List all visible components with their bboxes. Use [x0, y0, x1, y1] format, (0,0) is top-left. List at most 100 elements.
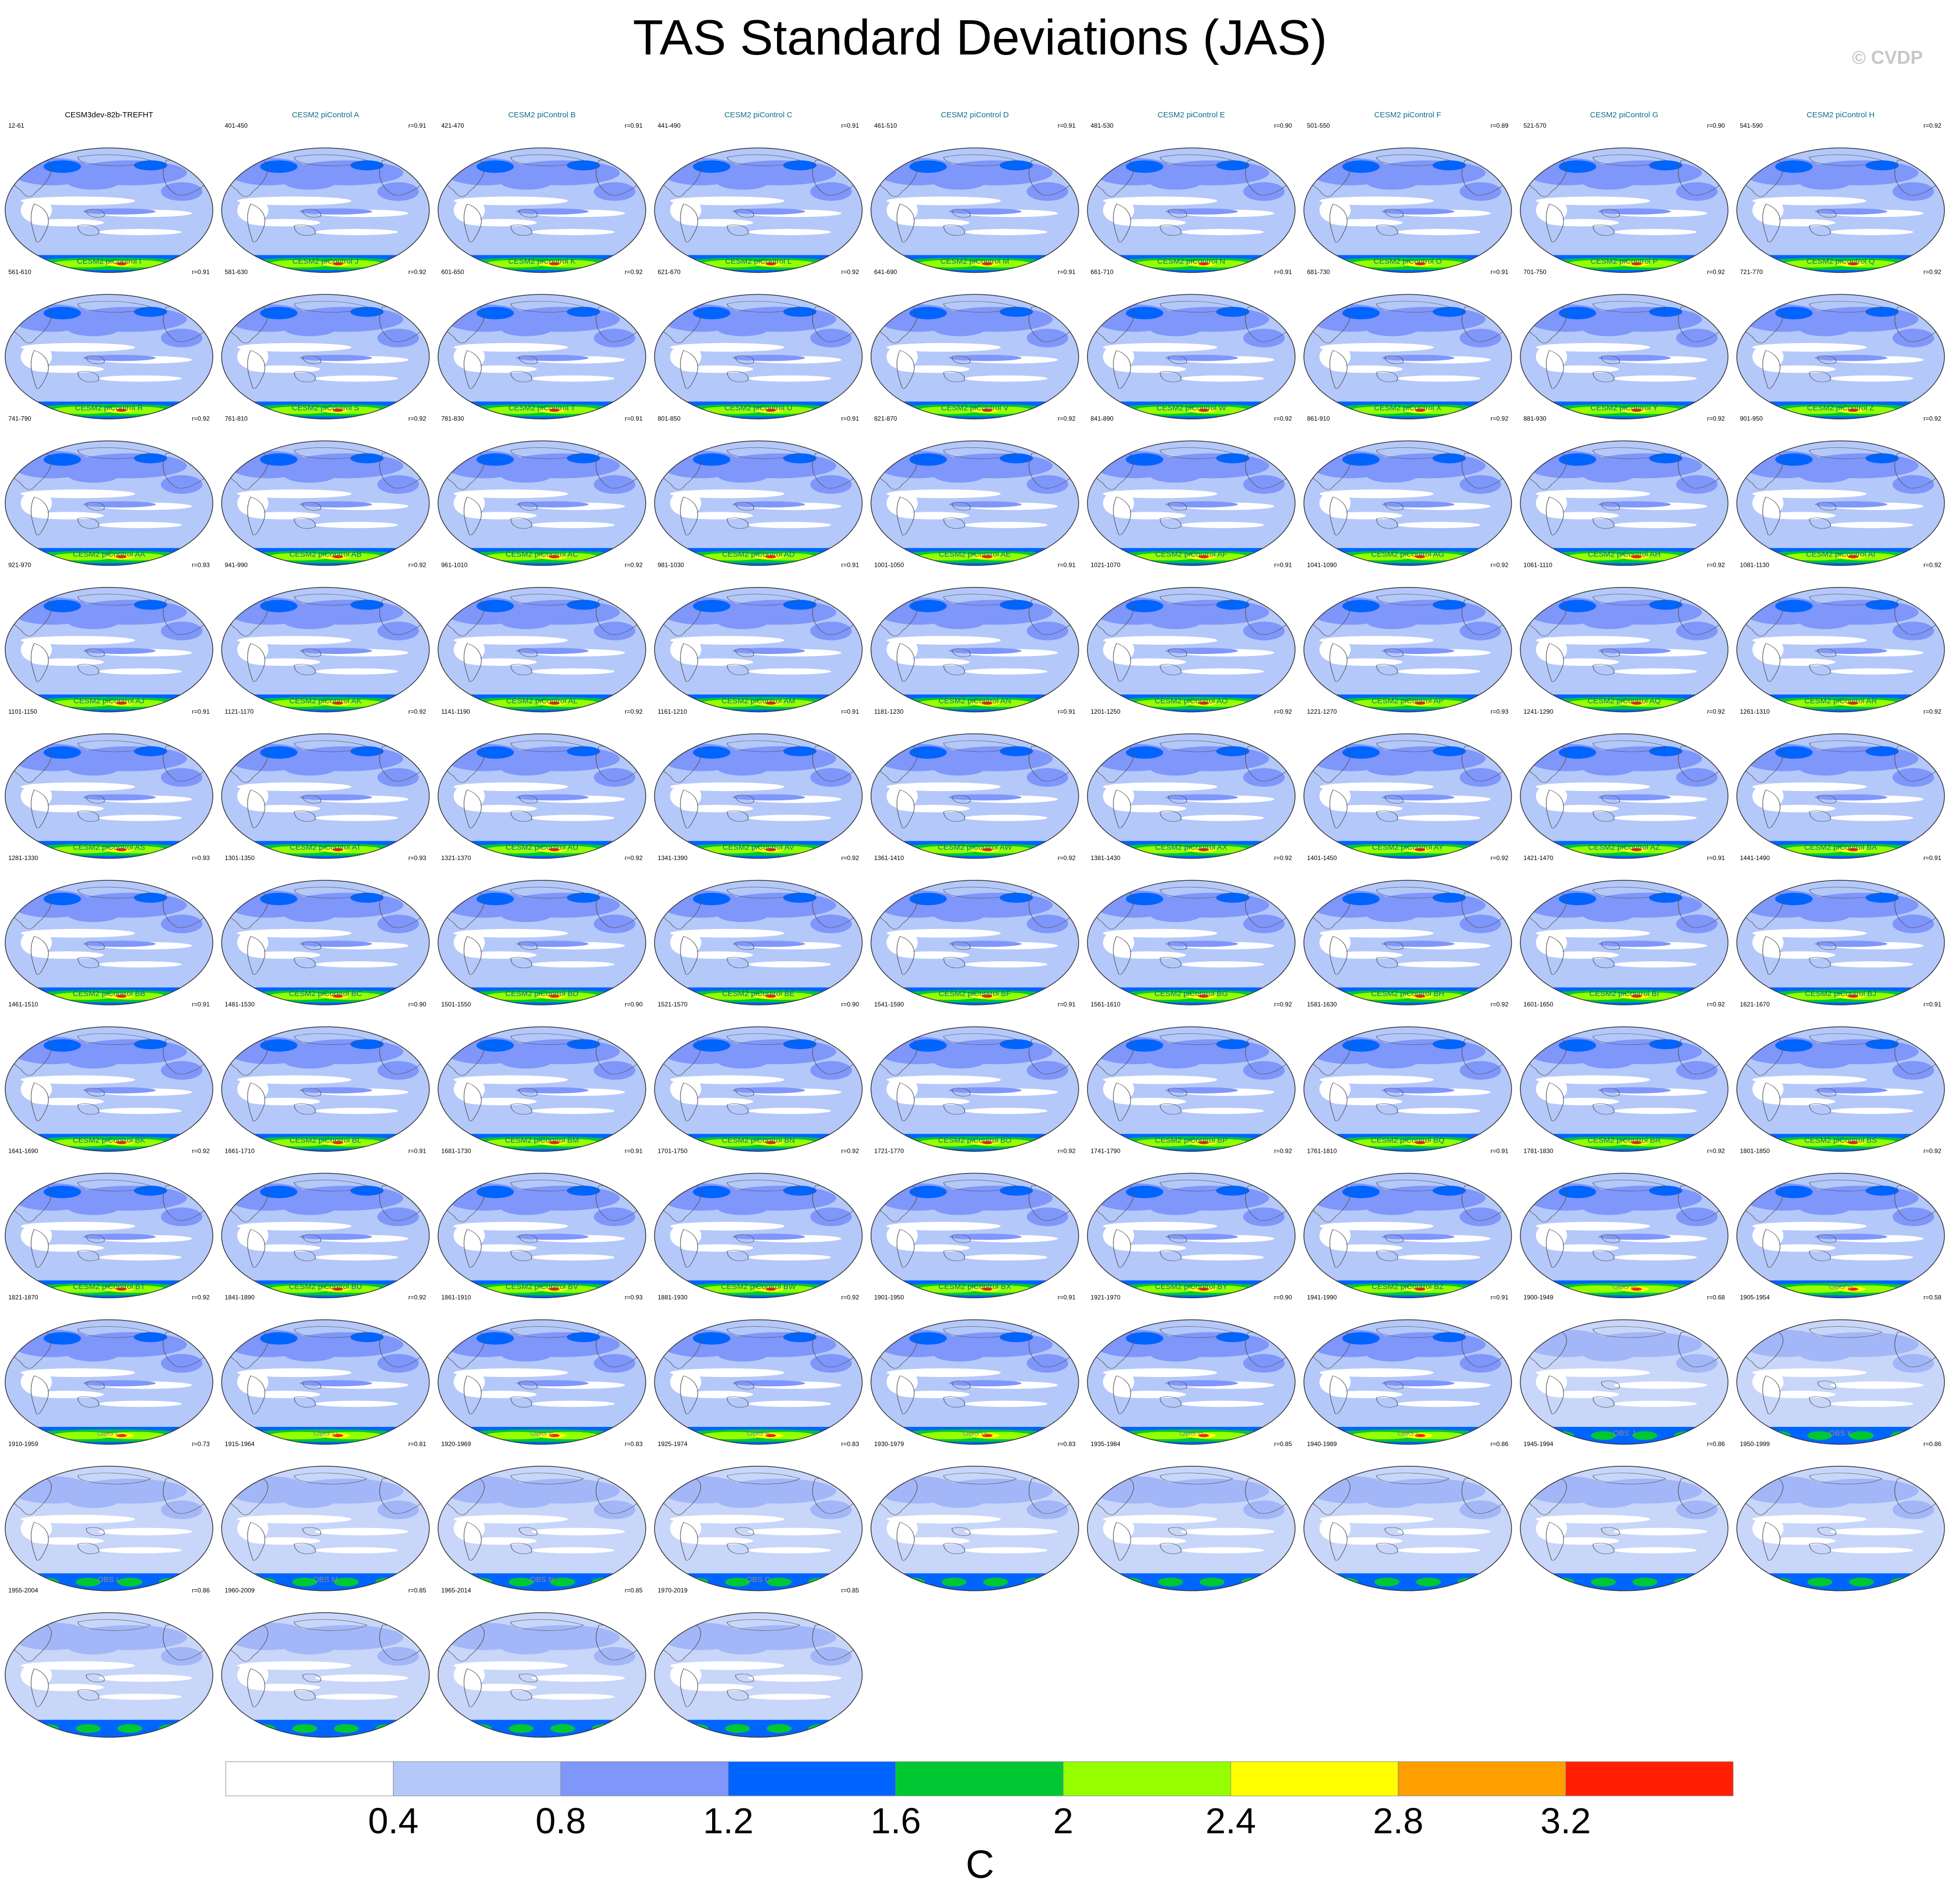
globe-outline [221, 1466, 430, 1591]
globe-outline [1520, 587, 1728, 713]
globe-outline [654, 1026, 863, 1152]
panel-title: CESM2 piControl BC [289, 989, 362, 998]
globe-outline [1303, 440, 1512, 566]
globe-outline [438, 440, 646, 566]
panel-title: CESM2 piControl H [1807, 111, 1875, 119]
panel-title: CESM2 piControl AP [1371, 697, 1444, 705]
panel-years: 1940-1989 [1307, 1440, 1337, 1448]
panel-correlation: r=0.86 [1491, 1440, 1509, 1448]
panel-title: CESM2 piControl AQ [1588, 697, 1661, 705]
panel-correlation: r=0.73 [192, 1440, 210, 1448]
panel-correlation: r=0.92 [841, 1147, 860, 1154]
panel-correlation: r=0.92 [1924, 708, 1942, 715]
panel-title: CESM2 piControl Q [1806, 257, 1875, 266]
map-panel: CESM2 piControl U 801-850 r=0.91 [654, 403, 863, 566]
globe-outline [1303, 1466, 1512, 1591]
panel-title: OBS J [1613, 1429, 1635, 1438]
panel-years: 801-850 [658, 415, 680, 422]
panel-title: CESM2 piControl X [1374, 403, 1441, 412]
panel-title: CESM2 piControl AE [938, 550, 1011, 559]
panel-title: CESM2 piControl AG [1371, 550, 1445, 559]
panel-title: CESM2 piControl K [508, 257, 576, 266]
panel-correlation: r=0.90 [409, 1001, 427, 1008]
map-panel: OBS L 1955-2004 r=0.86 [5, 1575, 213, 1738]
globe-outline [870, 733, 1079, 859]
map-panel: OBS B 1905-1954 r=0.58 [1736, 1283, 1945, 1445]
colorbar-swatch [560, 1761, 729, 1796]
copyright-label: © CVDP [1852, 47, 1923, 68]
globe-outline [221, 147, 430, 273]
globe-outline [1520, 1026, 1728, 1152]
map-panel: CESM2 piControl BW 1881-1930 r=0.92 [654, 1283, 863, 1445]
map-field [655, 294, 862, 419]
panel-correlation: r=0.91 [1058, 708, 1076, 715]
panel-correlation: r=0.92 [1924, 562, 1942, 569]
panel-correlation: r=0.91 [841, 415, 860, 422]
panel-correlation: r=0.91 [625, 122, 643, 129]
panel-title: CESM2 piControl W [1156, 403, 1227, 412]
panel-years: 1920-1969 [441, 1440, 471, 1448]
panel-years: 1021-1070 [1091, 562, 1121, 569]
globe-outline [221, 1026, 430, 1152]
panel-years: 621-670 [658, 268, 680, 276]
globe-outline [654, 880, 863, 1005]
globe-outline [5, 587, 213, 713]
map-panel: CESM2 piControl AF 1021-1070 r=0.91 [1087, 550, 1296, 713]
globe-outline [1736, 1026, 1945, 1152]
map-panel: OBS J 1945-1994 r=0.86 [1520, 1429, 1728, 1591]
globe-outline [1520, 1319, 1728, 1445]
panel-title: CESM2 piControl BL [290, 1136, 361, 1144]
panel-title: CESM2 piControl AL [506, 697, 578, 705]
panel-correlation: r=0.92 [1274, 854, 1292, 862]
panel-correlation: r=0.92 [1274, 1001, 1292, 1008]
colorbar-swatch [1063, 1761, 1231, 1796]
colorbar-tick-label: 1.2 [703, 1801, 753, 1841]
globe-outline [870, 147, 1079, 273]
panel-title: CESM2 piControl AS [73, 843, 145, 852]
panel-years: 1861-1910 [441, 1294, 471, 1301]
panel-years: 1101-1150 [8, 708, 37, 715]
panel-title: CESM2 piControl BB [73, 989, 145, 998]
map-field [1304, 441, 1512, 566]
map-panel: CESM2 piControl BY 1921-1970 r=0.90 [1087, 1283, 1296, 1445]
globe-outline [5, 1319, 213, 1445]
globe-outline [438, 733, 646, 859]
panel-title: CESM2 piControl BT [73, 1283, 145, 1291]
panel-correlation: r=0.91 [192, 268, 210, 276]
colorbar-swatch [1565, 1761, 1734, 1796]
map-field [438, 1613, 646, 1737]
globe-outline [5, 1026, 213, 1152]
panel-years: 1661-1710 [225, 1147, 255, 1154]
panel-years: 421-470 [441, 122, 464, 129]
map-panel: CESM2 piControl BD 1501-1550 r=0.90 [438, 989, 646, 1152]
panel-correlation: r=0.92 [1924, 415, 1942, 422]
globe-outline [870, 1466, 1079, 1591]
panel-correlation: r=0.90 [841, 1001, 860, 1008]
map-panel: CESM2 piControl O 681-730 r=0.91 [1303, 257, 1512, 419]
globe-outline [1736, 880, 1945, 1005]
panel-correlation: r=0.91 [1274, 268, 1292, 276]
panel-years: 741-790 [8, 415, 31, 422]
globe-outline [1087, 1173, 1296, 1299]
panel-years: 1950-1999 [1740, 1440, 1770, 1448]
map-panel: CESM2 piControl BA 1441-1490 r=0.91 [1736, 843, 1945, 1005]
map-panel: OBS O 1970-2019 r=0.85 [654, 1575, 863, 1738]
map-panel: OBS D 1915-1964 r=0.81 [221, 1429, 430, 1591]
panel-title: CESM2 piControl BF [938, 989, 1011, 998]
map-panel: CESM2 piControl AQ 1241-1290 r=0.92 [1520, 697, 1728, 859]
globe-outline [221, 1319, 430, 1445]
panel-years: 1481-1530 [225, 1001, 255, 1008]
globe-outline [438, 1612, 646, 1738]
map-panel: CESM2 piControl AI 1081-1130 r=0.92 [1736, 550, 1945, 713]
panel-title: CESM2 piControl AB [289, 550, 361, 559]
map-panel: OBS K 1950-1999 r=0.86 [1736, 1429, 1945, 1591]
panel-years: 1001-1050 [874, 562, 904, 569]
panel-title: CESM2 piControl L [725, 257, 792, 266]
panel-correlation: r=0.90 [1274, 122, 1292, 129]
panel-title: OBS M [313, 1575, 338, 1584]
map-field [1087, 294, 1295, 419]
map-panel: OBS H 1935-1984 r=0.85 [1087, 1429, 1296, 1591]
map-panel: OBS G 1930-1979 r=0.83 [870, 1429, 1079, 1591]
panel-correlation: r=0.68 [1707, 1294, 1725, 1301]
panel-years: 1941-1990 [1307, 1294, 1337, 1301]
